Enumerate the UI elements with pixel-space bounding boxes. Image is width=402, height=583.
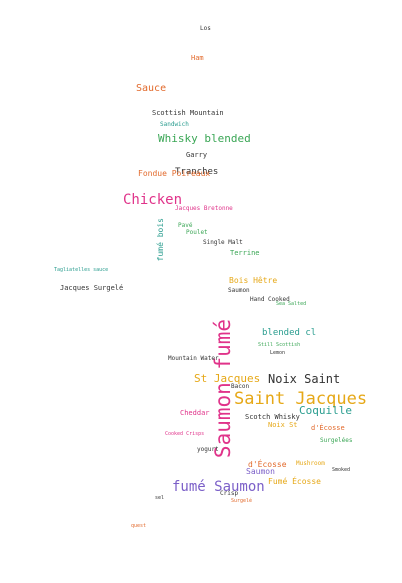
word: Los	[200, 25, 211, 32]
word: fumé Saumon	[172, 479, 265, 495]
word: Tagliatelles sauce	[54, 267, 109, 273]
word: Tranches	[175, 167, 219, 177]
word: Ham	[191, 54, 204, 62]
word: Saumon	[228, 287, 250, 294]
word: Fumé Écosse	[268, 477, 321, 486]
word: Saumon	[246, 467, 275, 476]
word: sel	[155, 495, 165, 501]
word: Bois Hêtre	[229, 276, 278, 285]
word: Noix St	[268, 421, 298, 429]
word: quest	[131, 523, 147, 529]
word: yogurt	[197, 446, 219, 453]
word: Chicken	[123, 192, 183, 208]
word: Whisky blended	[158, 132, 251, 145]
word: Single Malt	[203, 239, 243, 246]
word: Scottish Mountain	[152, 109, 224, 117]
word: Still Scottish	[258, 342, 301, 348]
word: Mushroom	[296, 460, 325, 467]
word: Hand Cooked	[250, 296, 290, 303]
word: St Jacques	[194, 372, 261, 385]
word: Noix Saint	[268, 372, 341, 386]
word: Smoked	[332, 467, 351, 473]
word: Poulet	[186, 229, 208, 236]
word: Lemon	[270, 350, 286, 356]
word: Jacques Surgelé	[60, 284, 124, 292]
word: Cooked Crisps	[165, 431, 205, 437]
word: Coquille	[299, 404, 352, 417]
word: Saint Jacques	[234, 389, 368, 409]
word: Sandwich	[160, 121, 189, 128]
word: blended cl	[262, 328, 317, 338]
word: d'Écosse	[248, 460, 287, 469]
word: Crisp	[220, 490, 239, 497]
word: Sauce	[136, 83, 167, 94]
word: Terrine	[230, 249, 260, 257]
word: Fondue Poireaux	[138, 169, 211, 178]
word: Cheddar	[180, 409, 210, 417]
word: Surgelées	[320, 437, 353, 444]
word: Sea Salted	[276, 301, 307, 307]
word: Mountain Water	[168, 355, 219, 362]
word: Scotch Whisky	[245, 413, 300, 421]
word: Surgelé	[231, 498, 253, 504]
word: Pavé	[178, 222, 193, 229]
word: fumé bois	[156, 218, 165, 262]
word: Bacon	[231, 383, 250, 390]
word: Jacques Bretonne	[175, 205, 233, 212]
word: Garry	[186, 151, 208, 159]
word: d'Écosse	[311, 424, 345, 432]
